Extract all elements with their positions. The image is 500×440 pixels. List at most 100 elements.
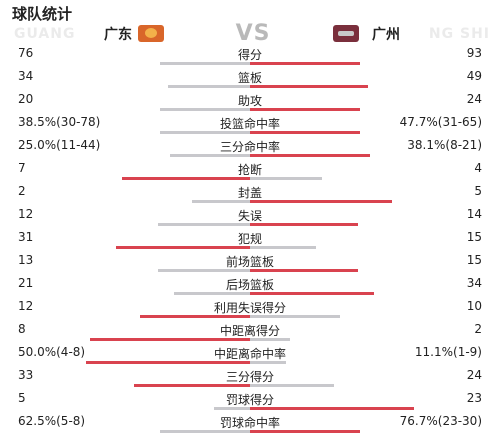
home-stat-bar <box>160 131 250 134</box>
away-stat-bar <box>250 62 360 65</box>
guangzhou-team-logo-icon[interactable] <box>333 25 359 42</box>
away-stat-value: 93 <box>466 46 482 60</box>
away-stat-value: 76.7%(23-30) <box>399 414 482 428</box>
home-stat-value: 12 <box>18 299 34 313</box>
away-stat-value: 14 <box>466 207 482 221</box>
stat-label: 中距离得分 <box>219 324 280 338</box>
stat-label: 罚球命中率 <box>219 416 280 430</box>
home-stat-value: 34 <box>18 69 34 83</box>
home-stat-value: 2 <box>18 184 26 198</box>
away-stat-bar <box>250 384 334 387</box>
home-stat-value: 76 <box>18 46 34 60</box>
home-stat-bar <box>116 246 250 249</box>
home-stat-value: 12 <box>18 207 34 221</box>
guangdong-team-logo-icon[interactable] <box>138 25 164 42</box>
home-stat-value: 38.5%(30-78) <box>18 115 101 129</box>
away-stat-value: 24 <box>466 92 482 106</box>
stat-row: 8 中距离得分 2 <box>0 320 500 343</box>
away-stat-value: 49 <box>466 69 482 83</box>
stat-row: 5 罚球得分 23 <box>0 389 500 412</box>
stat-row: 25.0%(11-44) 三分命中率 38.1%(8-21) <box>0 136 500 159</box>
home-team-name[interactable]: 广东 <box>104 27 132 43</box>
home-stat-bar <box>192 200 250 203</box>
away-stat-bar <box>250 85 368 88</box>
stat-label: 三分命中率 <box>219 140 280 154</box>
home-stat-bar <box>168 85 250 88</box>
away-stat-bar <box>250 131 360 134</box>
stat-label: 三分得分 <box>225 370 274 384</box>
stat-label: 得分 <box>237 48 262 62</box>
away-stat-bar <box>250 338 290 341</box>
away-stat-value: 15 <box>466 253 482 267</box>
stat-row: 38.5%(30-78) 投篮命中率 47.7%(31-65) <box>0 113 500 136</box>
away-stat-bar <box>250 200 392 203</box>
stat-label: 封盖 <box>237 186 262 200</box>
away-stat-value: 4 <box>474 161 482 175</box>
stat-row: 33 三分得分 24 <box>0 366 500 389</box>
stat-label: 失误 <box>237 209 262 223</box>
away-stat-bar <box>250 407 414 410</box>
home-stat-bar <box>160 108 250 111</box>
stat-row: 7 抢断 4 <box>0 159 500 182</box>
stat-row: 21 后场篮板 34 <box>0 274 500 297</box>
stat-label: 犯规 <box>237 232 262 246</box>
home-stat-value: 5 <box>18 391 26 405</box>
away-stat-bar <box>250 108 360 111</box>
stat-label: 前场篮板 <box>225 255 274 269</box>
stat-row: 76 得分 93 <box>0 44 500 67</box>
home-stat-value: 33 <box>18 368 34 382</box>
page-title: 球队统计 <box>12 5 73 23</box>
home-stat-bar <box>160 430 250 433</box>
home-background-text: GUANG <box>14 26 76 42</box>
away-team-name[interactable]: 广州 <box>372 27 400 43</box>
away-stat-value: 11.1%(1-9) <box>414 345 482 359</box>
away-stat-value: 15 <box>466 230 482 244</box>
away-stat-bar <box>250 246 316 249</box>
away-stat-bar <box>250 292 374 295</box>
stats-list: 76 得分 93 34 篮板 49 20 助攻 24 38.5%(30-78) 投篮命中率 47.7%… <box>0 44 500 435</box>
away-stat-bar <box>250 177 322 180</box>
vs-label: VS <box>235 21 271 46</box>
home-stat-bar <box>170 154 250 157</box>
away-stat-bar <box>250 361 286 364</box>
stat-row: 2 封盖 5 <box>0 182 500 205</box>
stat-row: 50.0%(4-8) 中距离命中率 11.1%(1-9) <box>0 343 500 366</box>
stat-row: 12 失误 14 <box>0 205 500 228</box>
stat-label: 中距离命中率 <box>213 347 286 361</box>
home-stat-bar <box>90 338 250 341</box>
home-stat-bar <box>158 223 250 226</box>
home-stat-value: 8 <box>18 322 26 336</box>
away-stat-value: 2 <box>474 322 482 336</box>
away-stat-bar <box>250 430 360 433</box>
stat-label: 抢断 <box>237 163 262 177</box>
home-stat-value: 25.0%(11-44) <box>18 138 101 152</box>
home-stat-bar <box>214 407 250 410</box>
away-stat-bar <box>250 154 370 157</box>
home-stat-value: 20 <box>18 92 34 106</box>
away-stat-value: 23 <box>466 391 482 405</box>
home-stat-value: 21 <box>18 276 34 290</box>
home-stat-value: 62.5%(5-8) <box>18 414 86 428</box>
home-stat-value: 13 <box>18 253 34 267</box>
stat-label: 罚球得分 <box>225 393 274 407</box>
home-stat-bar <box>160 62 250 65</box>
away-stat-value: 5 <box>474 184 482 198</box>
away-background-text: NG SHI <box>428 26 490 42</box>
stat-label: 利用失误得分 <box>213 301 286 315</box>
away-stat-value: 34 <box>466 276 482 290</box>
teams-header: GUANG NG SHI 广东 VS 广州 <box>0 21 500 46</box>
stat-row: 62.5%(5-8) 罚球命中率 76.7%(23-30) <box>0 412 500 435</box>
home-stat-value: 50.0%(4-8) <box>18 345 86 359</box>
stat-label: 投篮命中率 <box>219 117 280 131</box>
home-stat-bar <box>158 269 250 272</box>
home-stat-value: 31 <box>18 230 34 244</box>
stat-label: 后场篮板 <box>225 278 274 292</box>
home-stat-bar <box>134 384 250 387</box>
away-stat-value: 24 <box>466 368 482 382</box>
stat-label: 助攻 <box>237 94 262 108</box>
away-stat-value: 10 <box>466 299 482 313</box>
stat-row: 31 犯规 15 <box>0 228 500 251</box>
away-stat-value: 47.7%(31-65) <box>399 115 482 129</box>
stat-row: 13 前场篮板 15 <box>0 251 500 274</box>
